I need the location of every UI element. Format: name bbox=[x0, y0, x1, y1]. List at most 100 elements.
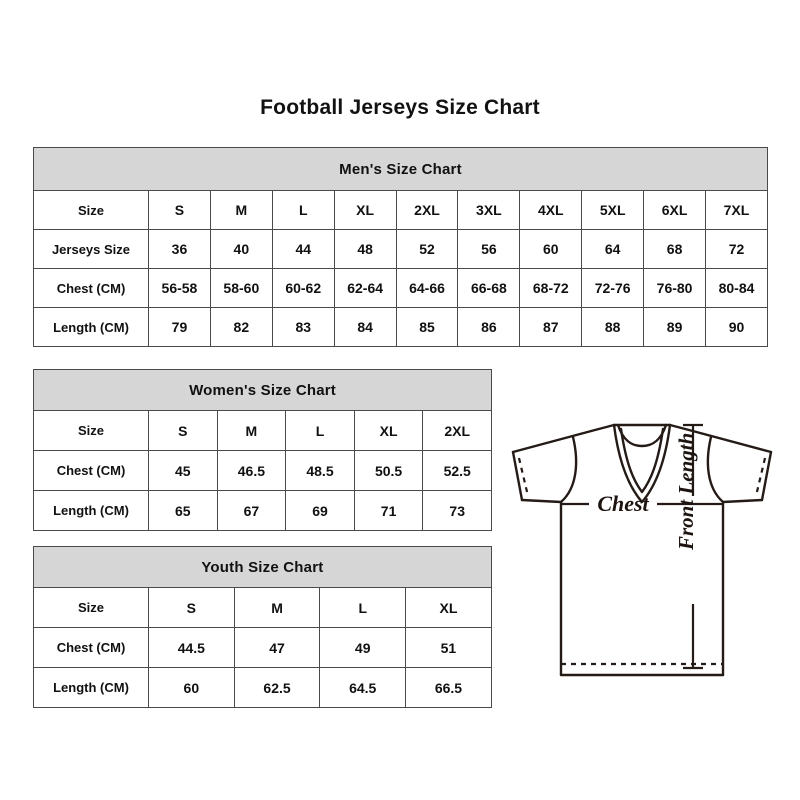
table-cell: 86 bbox=[457, 307, 521, 347]
right-sleeve-bottom bbox=[721, 498, 764, 504]
table-cell: 84 bbox=[333, 307, 397, 347]
table-cell: 66-68 bbox=[457, 268, 521, 308]
table-band-row: Youth Size Chart bbox=[33, 546, 492, 588]
table-row: Length (CM) 60 62.5 64.5 66.5 bbox=[33, 667, 492, 708]
table-cell: 56-58 bbox=[148, 268, 211, 308]
jersey-measurement-diagram: Chest Front Length bbox=[497, 392, 787, 692]
column-header: 7XL bbox=[705, 190, 768, 230]
table-cell: 76-80 bbox=[643, 268, 707, 308]
column-header: M bbox=[233, 587, 321, 628]
column-header: 2XL bbox=[395, 190, 459, 230]
youth-size-table: Youth Size Chart Size S M L XL Chest (CM… bbox=[33, 546, 492, 708]
table-header-row: Size S M L XL 2XL 3XL 4XL 5XL 6XL 7XL bbox=[33, 190, 768, 230]
table-cell: 65 bbox=[148, 490, 218, 531]
row-header: Chest (CM) bbox=[33, 268, 149, 308]
column-header: 5XL bbox=[581, 190, 645, 230]
table-cell: 56 bbox=[457, 229, 521, 269]
column-header: 3XL bbox=[457, 190, 521, 230]
column-header: M bbox=[216, 410, 287, 451]
left-sleeve-cuff-edge bbox=[511, 450, 524, 502]
table-cell: 60 bbox=[148, 667, 235, 708]
table-cell: 82 bbox=[209, 307, 273, 347]
table-cell: 72 bbox=[705, 229, 768, 269]
left-shoulder-top bbox=[511, 423, 616, 454]
column-header: XL bbox=[405, 587, 492, 628]
column-header: S bbox=[148, 410, 218, 451]
table-cell: 71 bbox=[353, 490, 424, 531]
table-cell: 66.5 bbox=[405, 667, 492, 708]
table-cell: 69 bbox=[285, 490, 355, 531]
collar-band-inner-1 bbox=[616, 423, 668, 448]
table-row: Length (CM) 79 82 83 84 85 86 87 88 89 9… bbox=[33, 307, 768, 347]
table-cell: 80-84 bbox=[705, 268, 768, 308]
table-cell: 36 bbox=[148, 229, 211, 269]
front-length-label: Front Length bbox=[674, 433, 698, 551]
table-cell: 48.5 bbox=[285, 450, 355, 491]
table-band-row: Women's Size Chart bbox=[32, 369, 493, 411]
table-row: Chest (CM) 45 46.5 48.5 50.5 52.5 bbox=[33, 450, 493, 491]
table-cell: 83 bbox=[271, 307, 335, 347]
table-cell: 88 bbox=[581, 307, 645, 347]
column-header: Size bbox=[33, 190, 149, 230]
right-shoulder-top bbox=[668, 423, 773, 454]
mens-size-table: Men's Size Chart Size S M L XL 2XL 3XL 4… bbox=[33, 147, 768, 347]
page-title: Football Jerseys Size Chart bbox=[260, 96, 540, 119]
column-header: 4XL bbox=[519, 190, 583, 230]
mens-table-band-label: Men's Size Chart bbox=[33, 147, 768, 191]
table-cell: 58-60 bbox=[209, 268, 273, 308]
right-armhole-curve bbox=[706, 435, 725, 504]
youth-table-band-label: Youth Size Chart bbox=[33, 546, 492, 588]
table-row: Jerseys Size 36 40 44 48 52 56 60 64 68 … bbox=[33, 229, 768, 269]
table-cell: 73 bbox=[422, 490, 493, 531]
table-cell: 62-64 bbox=[333, 268, 397, 308]
column-header: S bbox=[148, 190, 211, 230]
column-header: Size bbox=[33, 587, 149, 628]
table-cell: 52 bbox=[395, 229, 459, 269]
table-cell: 50.5 bbox=[353, 450, 424, 491]
table-cell: 64.5 bbox=[319, 667, 407, 708]
right-cuff-dashed-line bbox=[754, 457, 767, 497]
column-header: 6XL bbox=[643, 190, 707, 230]
table-cell: 44 bbox=[271, 229, 335, 269]
womens-size-table: Women's Size Chart Size S M L XL 2XL Che… bbox=[32, 369, 493, 531]
womens-table-band-label: Women's Size Chart bbox=[32, 369, 493, 411]
table-cell: 51 bbox=[405, 627, 492, 668]
left-cuff-dashed-line bbox=[517, 457, 530, 497]
column-header: XL bbox=[353, 410, 424, 451]
row-header: Jerseys Size bbox=[33, 229, 149, 269]
table-cell: 68 bbox=[643, 229, 707, 269]
table-cell: 68-72 bbox=[519, 268, 583, 308]
right-sleeve-cuff-edge bbox=[760, 450, 773, 502]
v-neck-inner bbox=[619, 427, 665, 494]
column-header: L bbox=[319, 587, 407, 628]
table-cell: 47 bbox=[233, 627, 321, 668]
table-cell: 40 bbox=[209, 229, 273, 269]
row-header: Length (CM) bbox=[33, 490, 149, 531]
column-header: 2XL bbox=[422, 410, 493, 451]
table-header-row: Size S M L XL bbox=[33, 587, 492, 628]
table-header-row: Size S M L XL 2XL bbox=[33, 410, 493, 451]
table-cell: 48 bbox=[333, 229, 397, 269]
table-cell: 49 bbox=[319, 627, 407, 668]
row-header: Length (CM) bbox=[33, 667, 149, 708]
table-row: Chest (CM) 44.5 47 49 51 bbox=[33, 627, 492, 668]
table-cell: 45 bbox=[148, 450, 218, 491]
chest-label: Chest bbox=[597, 491, 649, 516]
column-header: Size bbox=[33, 410, 149, 451]
column-header: XL bbox=[333, 190, 397, 230]
table-cell: 60 bbox=[519, 229, 583, 269]
table-cell: 52.5 bbox=[422, 450, 493, 491]
table-row: Length (CM) 65 67 69 71 73 bbox=[33, 490, 493, 531]
left-sleeve-bottom bbox=[520, 498, 563, 504]
table-cell: 87 bbox=[519, 307, 583, 347]
v-neck-outer bbox=[612, 423, 672, 504]
column-header: L bbox=[271, 190, 335, 230]
column-header: L bbox=[285, 410, 355, 451]
table-cell: 67 bbox=[216, 490, 287, 531]
table-cell: 85 bbox=[395, 307, 459, 347]
column-header: M bbox=[209, 190, 273, 230]
table-cell: 60-62 bbox=[271, 268, 335, 308]
row-header: Chest (CM) bbox=[33, 627, 149, 668]
table-band-row: Men's Size Chart bbox=[33, 147, 768, 191]
